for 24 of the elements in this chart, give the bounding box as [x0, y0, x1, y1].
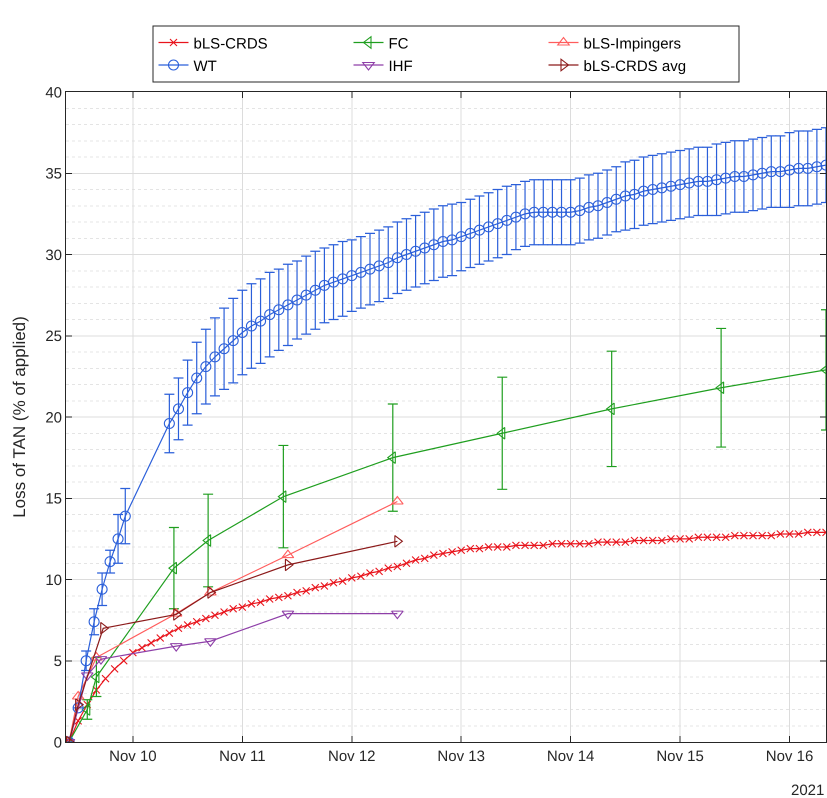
x-tick-label: Nov 15: [656, 748, 704, 765]
y-tick-label: 30: [45, 246, 62, 264]
x-tick-label: Nov 11: [219, 748, 266, 765]
legend-label: FC: [388, 35, 409, 52]
y-tick-label: 20: [45, 409, 62, 426]
y-tick-label: 25: [45, 328, 62, 345]
y-tick-label: 10: [45, 572, 62, 589]
y-tick-label: 0: [54, 734, 62, 752]
legend-label: bLS-CRDS: [194, 35, 268, 52]
y-tick-label: 40: [45, 84, 62, 102]
y-tick-label: 15: [45, 490, 62, 508]
legend-label: bLS-CRDS avg: [584, 58, 686, 75]
y-tick-label: 5: [54, 653, 62, 670]
legend-label: IHF: [388, 58, 413, 75]
x-tick-label: Nov 10: [109, 748, 157, 765]
legend-label: WT: [194, 58, 217, 75]
x-tick-label: Nov 16: [766, 748, 814, 765]
x-tick-label: Nov 14: [546, 748, 594, 765]
x-tick-label: Nov 12: [328, 748, 376, 765]
y-axis-title: Loss of TAN (% of applied): [10, 316, 29, 518]
text: 2021: [791, 782, 824, 798]
x-tick-label: Nov 13: [437, 748, 485, 765]
y-tick-label: 35: [45, 166, 62, 182]
legend-label: bLS-Impingers: [584, 35, 682, 52]
